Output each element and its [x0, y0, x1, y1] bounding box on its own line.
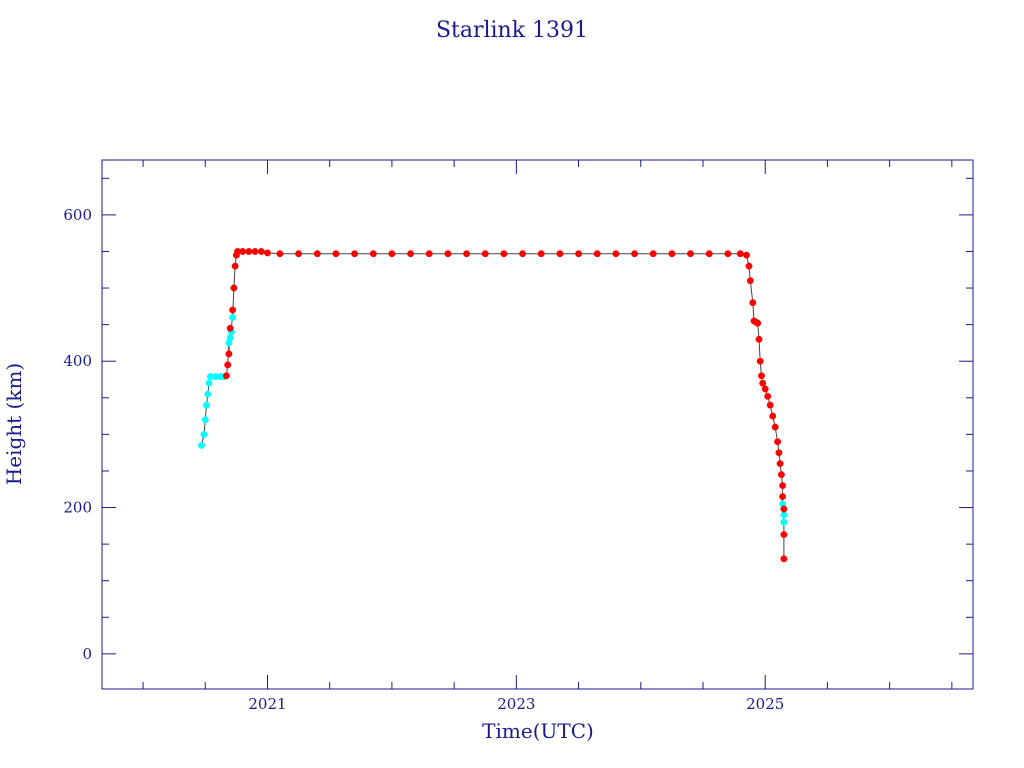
- data-point: [745, 262, 753, 270]
- data-point: [226, 334, 234, 342]
- data-point: [776, 460, 784, 468]
- data-point: [749, 299, 757, 307]
- data-point: [612, 250, 620, 258]
- data-point: [780, 518, 788, 526]
- data-point: [222, 372, 230, 380]
- x-axis-tick-labels: 2021 2023 2025: [248, 695, 784, 713]
- data-point: [649, 250, 657, 258]
- data-point: [780, 555, 788, 563]
- data-point: [229, 306, 237, 314]
- data-point: [766, 401, 774, 409]
- data-point: [425, 250, 433, 258]
- x-tick-label: 2025: [746, 695, 784, 713]
- y-tick-label: 200: [63, 499, 92, 517]
- data-point: [779, 482, 787, 490]
- data-point: [777, 471, 785, 479]
- data-point: [519, 250, 527, 258]
- data-point: [230, 284, 238, 292]
- data-point: [463, 250, 471, 258]
- data-point: [575, 250, 583, 258]
- data-point: [332, 250, 340, 258]
- data-point: [769, 412, 777, 420]
- data-point: [775, 449, 783, 457]
- data-point: [201, 416, 209, 424]
- data-point: [313, 250, 321, 258]
- trajectory-connector: [201, 251, 785, 559]
- data-point: [295, 250, 303, 258]
- data-point: [774, 438, 782, 446]
- data-point: [257, 248, 265, 255]
- data-point: [754, 319, 762, 327]
- data-point: [224, 361, 232, 369]
- data-point: [556, 250, 564, 258]
- x-axis-label: Time(UTC): [482, 719, 594, 743]
- data-point: [780, 505, 788, 513]
- x-axis-ticks: [142, 160, 953, 689]
- data-point: [264, 249, 271, 257]
- trajectory-line: [201, 251, 785, 559]
- data-point: [593, 250, 601, 258]
- data-point: [204, 390, 212, 398]
- y-tick-label: 600: [63, 206, 92, 224]
- data-point: [200, 430, 208, 438]
- data-point: [631, 250, 639, 258]
- data-point: [369, 250, 377, 258]
- data-point: [276, 250, 284, 258]
- data-point: [203, 401, 210, 409]
- data-point: [736, 250, 744, 258]
- data-point: [756, 357, 764, 365]
- data-point: [771, 423, 779, 431]
- data-point: [226, 324, 234, 332]
- data-point: [724, 250, 732, 258]
- data-point: [229, 313, 237, 321]
- chart-title: Starlink 1391: [436, 18, 588, 43]
- data-point: [761, 385, 769, 393]
- data-point: [537, 250, 545, 258]
- data-point: [500, 250, 508, 258]
- data-point: [743, 251, 750, 259]
- data-point: [351, 250, 359, 258]
- data-point: [705, 250, 713, 258]
- data-point: [755, 335, 763, 343]
- data-point: [779, 493, 787, 501]
- data-point: [780, 511, 788, 519]
- data-point: [764, 392, 772, 400]
- data-point: [444, 250, 452, 258]
- data-point: [759, 379, 767, 387]
- y-axis-ticks: [102, 177, 973, 655]
- plot-frame: [101, 159, 974, 690]
- data-point: [251, 248, 259, 255]
- y-tick-label: 0: [82, 645, 92, 663]
- data-point: [758, 372, 765, 380]
- data-point: [668, 250, 676, 258]
- data-point: [205, 379, 213, 387]
- x-tick-label: 2023: [497, 695, 535, 713]
- y-axis-label: Height (km): [2, 363, 26, 485]
- y-axis-tick-labels: 0 200 400 600: [63, 206, 92, 663]
- data-point: [687, 250, 694, 258]
- data-point: [780, 531, 788, 539]
- data-point: [225, 350, 233, 358]
- data-point: [239, 248, 247, 255]
- data-points: [198, 248, 788, 563]
- data-point: [231, 262, 239, 270]
- data-point: [198, 441, 205, 449]
- data-point: [388, 250, 396, 258]
- data-point: [481, 250, 489, 258]
- data-point: [407, 250, 415, 258]
- y-tick-label: 400: [63, 352, 92, 370]
- data-point: [746, 277, 754, 285]
- data-point: [245, 248, 253, 255]
- x-tick-label: 2021: [248, 695, 286, 713]
